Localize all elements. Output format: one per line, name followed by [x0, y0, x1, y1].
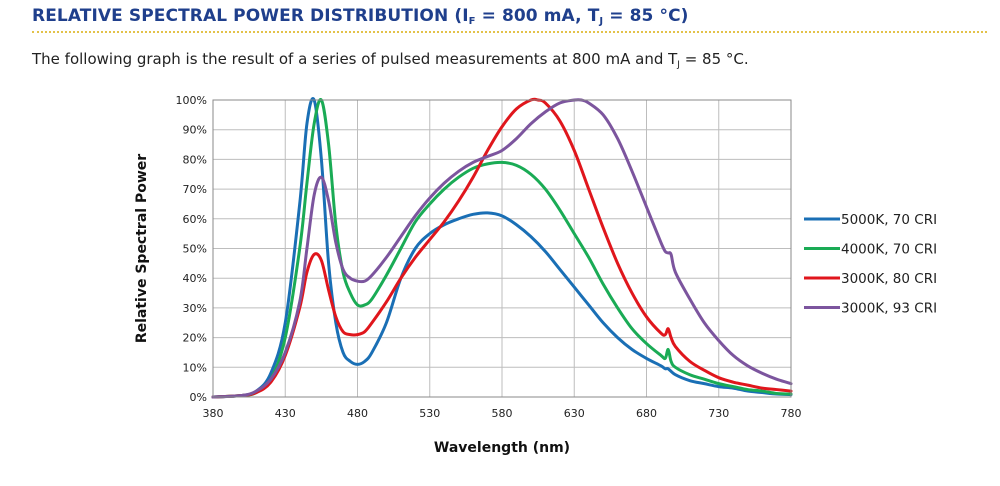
y-tick-label: 80%	[183, 153, 207, 166]
x-tick-label: 680	[636, 407, 657, 420]
plot-frame	[212, 99, 792, 398]
series-lines	[211, 97, 793, 399]
legend-label: 5000K, 70 CRI	[841, 212, 937, 228]
x-axis-title: Wavelength (nm)	[434, 440, 570, 456]
y-tick-label: 100%	[176, 94, 207, 107]
series-line-2	[211, 97, 793, 399]
intro-text: The following graph is the result of a s…	[32, 50, 678, 68]
y-tick-label: 10%	[183, 361, 207, 374]
y-tick-label: 90%	[183, 124, 207, 137]
x-tick-label: 530	[419, 407, 440, 420]
section-heading: RELATIVE SPECTRAL POWER DISTRIBUTION (IF…	[32, 6, 689, 27]
y-tick-label: 50%	[183, 243, 207, 256]
legend-label: 3000K, 80 CRI	[841, 271, 937, 287]
y-tick-label: 30%	[183, 302, 207, 315]
x-tick-label: 730	[708, 407, 729, 420]
y-axis-title: Relative Spectral Power	[134, 154, 150, 343]
x-tick-label: 630	[564, 407, 585, 420]
intro-paragraph: The following graph is the result of a s…	[32, 50, 749, 70]
heading-text: RELATIVE SPECTRAL POWER DISTRIBUTION (I	[32, 6, 469, 26]
x-tick-label: 580	[492, 407, 513, 420]
series-line-4	[211, 98, 793, 399]
x-tick-label: 480	[347, 407, 368, 420]
series-line-3	[211, 97, 793, 399]
legend: 5000K, 70 CRI 4000K, 70 CRI 3000K, 80 CRI 3…	[804, 212, 937, 317]
x-tick-label: 430	[275, 407, 296, 420]
x-tick-label: 780	[781, 407, 802, 420]
tick-labels: 0% 10% 20% 30% 40% 50% 60% 70% 80% 90% 100% 380 430 4…	[176, 94, 802, 420]
y-tick-label: 0%	[190, 391, 207, 404]
legend-label: 4000K, 70 CRI	[841, 242, 937, 258]
heading-subscript-f: F	[468, 16, 476, 27]
y-tick-label: 70%	[183, 183, 207, 196]
intro-subscript-j: J	[677, 60, 680, 70]
heading-text-mid: = 800 mA, T	[475, 6, 600, 26]
y-tick-label: 60%	[183, 213, 207, 226]
intro-text-end: = 85 °C.	[679, 50, 749, 68]
heading-text-end: = 85 °C)	[603, 6, 689, 26]
y-tick-label: 40%	[183, 272, 207, 285]
x-tick-label: 380	[203, 407, 224, 420]
heading-divider	[32, 31, 987, 33]
y-tick-label: 20%	[183, 332, 207, 345]
legend-label: 3000K, 93 CRI	[841, 301, 937, 317]
heading-subscript-j: J	[599, 16, 604, 27]
